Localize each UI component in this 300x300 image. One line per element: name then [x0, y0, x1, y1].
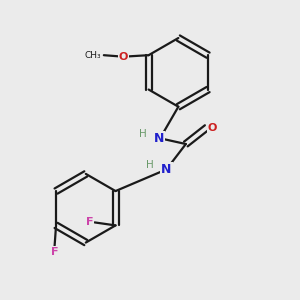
Text: N: N — [161, 163, 172, 176]
Text: H: H — [146, 160, 154, 170]
Text: O: O — [207, 123, 217, 133]
Text: N: N — [154, 132, 164, 145]
Text: CH₃: CH₃ — [84, 51, 101, 60]
Text: F: F — [85, 218, 93, 227]
Text: F: F — [51, 247, 58, 257]
Text: O: O — [118, 52, 128, 62]
Text: H: H — [139, 129, 146, 139]
